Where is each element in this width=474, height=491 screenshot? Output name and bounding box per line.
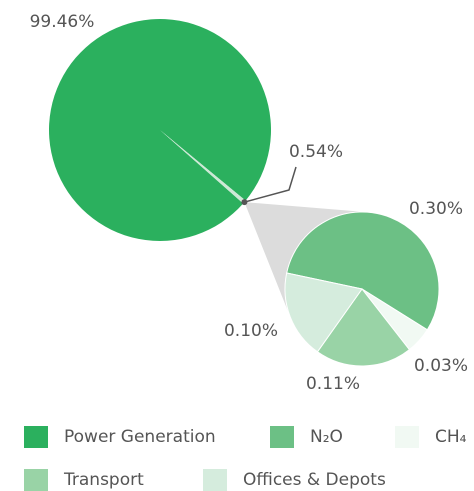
pie-slice bbox=[160, 130, 246, 204]
legend-label: Offices & Depots bbox=[243, 470, 386, 490]
legend-label: Power Generation bbox=[64, 427, 216, 447]
data-label: 0.10% bbox=[224, 321, 278, 341]
legend-swatch bbox=[203, 469, 227, 491]
data-label: 99.46% bbox=[30, 12, 95, 32]
legend-swatch bbox=[395, 426, 419, 448]
data-label: 0.30% bbox=[409, 199, 463, 219]
pie-slice bbox=[284, 272, 363, 353]
legend-swatch bbox=[24, 426, 48, 448]
pie-slice bbox=[49, 18, 272, 241]
legend-label: CH₄ bbox=[435, 427, 467, 447]
legend-swatch bbox=[24, 469, 48, 491]
legend-label: N₂O bbox=[310, 427, 343, 447]
data-label: 0.11% bbox=[306, 374, 360, 394]
pie-slice bbox=[286, 211, 440, 331]
legend-swatch bbox=[270, 426, 294, 448]
legend-label: Transport bbox=[63, 470, 144, 490]
data-label: 0.54% bbox=[289, 142, 343, 162]
data-label: 0.03% bbox=[414, 356, 468, 376]
leader-line bbox=[244, 166, 297, 203]
pie-slice bbox=[316, 288, 411, 367]
